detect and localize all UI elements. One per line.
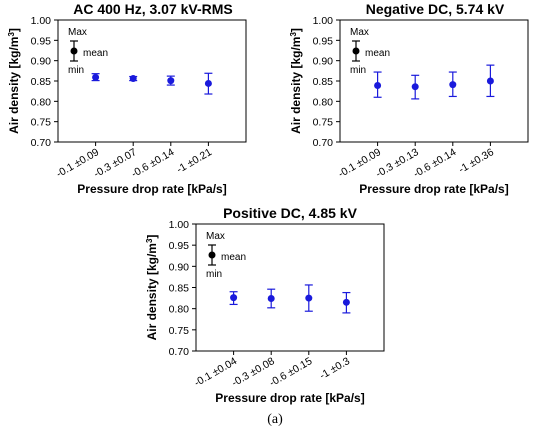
y-tick-label: 0.90: [31, 56, 52, 68]
y-tick-label: 0.75: [31, 117, 52, 129]
y-tick-label: 1.00: [313, 15, 334, 27]
y-tick-label: 0.70: [313, 137, 334, 149]
x-tick-label: -1 ±0.3: [318, 355, 352, 382]
legend-max-label: Max: [206, 231, 225, 242]
y-tick-label: 0.75: [313, 117, 334, 129]
mean-point: [486, 77, 494, 85]
chart-panel-3: Positive DC, 4.85 kV 0.70 0.75 0.80 0.85 0.90…: [145, 205, 385, 405]
x-tick-label: -1 ±0.36: [457, 146, 496, 176]
y-tick-label: 0.90: [313, 56, 334, 68]
x-tick-label: -0.6 ±0.14: [129, 146, 176, 180]
figure-caption: (a): [267, 412, 283, 427]
mean-point: [267, 295, 275, 303]
plot-area-frame: [339, 19, 529, 143]
legend-mean-marker: [70, 47, 78, 55]
legend-max-label: Max: [68, 27, 87, 38]
legend-max-label: Max: [350, 27, 369, 38]
y-tick-label: 0.80: [313, 96, 334, 108]
mean-point: [305, 294, 313, 302]
legend-mean-label: mean: [83, 48, 108, 59]
x-tick-label: -1 ±0.21: [175, 146, 214, 176]
legend-min-label: min: [350, 65, 366, 76]
y-tick-label: 0.95: [313, 35, 334, 47]
x-tick-label: -0.6 ±0.15: [267, 355, 314, 389]
y-tick-label: 0.80: [31, 96, 52, 108]
x-axis-label: Pressure drop rate [kPa/s]: [359, 182, 508, 196]
mean-point: [167, 77, 175, 85]
chart-title: AC 400 Hz, 3.07 kV-RMS: [73, 1, 233, 17]
legend: Max mean min: [68, 27, 108, 76]
y-tick-label: 0.70: [169, 346, 190, 358]
chart-panel-1: AC 400 Hz, 3.07 kV-RMS 0.70 0.75 0.80 0.85 0.…: [7, 1, 247, 196]
legend: Max mean min: [350, 27, 390, 76]
mean-point: [411, 83, 419, 91]
legend-mean-marker: [208, 251, 216, 259]
legend-min-label: min: [68, 65, 84, 76]
plot-area-frame: [195, 223, 385, 352]
legend-mean-marker: [352, 47, 360, 55]
y-axis-label: Air density [kg/m3]: [145, 235, 160, 341]
y-tick-label: 0.70: [31, 137, 52, 149]
y-tick-label: 0.80: [169, 304, 190, 316]
legend-mean-label: mean: [221, 252, 246, 263]
mean-point: [449, 81, 457, 89]
y-tick-label: 0.75: [169, 325, 190, 337]
legend-min-label: min: [206, 269, 222, 280]
mean-point: [342, 298, 350, 306]
chart-panel-2: Negative DC, 5.74 kV 0.70 0.75 0.80 0.85 0.90…: [289, 1, 529, 196]
y-axis-label: Air density [kg/m3]: [7, 28, 22, 134]
mean-point: [230, 294, 238, 302]
mean-point: [204, 79, 212, 87]
x-tick-label: -0.6 ±0.14: [411, 146, 458, 180]
y-tick-label: 0.95: [169, 240, 190, 252]
y-axis-label: Air density [kg/m3]: [289, 28, 304, 134]
mean-point: [374, 81, 382, 89]
y-tick-label: 0.85: [169, 283, 190, 295]
y-tick-label: 0.95: [31, 35, 52, 47]
x-axis-label: Pressure drop rate [kPa/s]: [77, 182, 226, 196]
chart-title: Positive DC, 4.85 kV: [223, 205, 358, 221]
y-tick-label: 0.85: [313, 76, 334, 88]
mean-point: [92, 73, 100, 81]
x-axis-label: Pressure drop rate [kPa/s]: [215, 391, 364, 405]
y-tick-label: 0.85: [31, 76, 52, 88]
y-tick-label: 1.00: [169, 219, 190, 231]
mean-point: [129, 75, 137, 83]
chart-title: Negative DC, 5.74 kV: [366, 1, 505, 17]
plot-area-frame: [57, 19, 247, 143]
legend-mean-label: mean: [365, 48, 390, 59]
y-tick-label: 0.90: [169, 261, 190, 273]
y-tick-label: 1.00: [31, 15, 52, 27]
legend: Max mean min: [206, 231, 246, 280]
